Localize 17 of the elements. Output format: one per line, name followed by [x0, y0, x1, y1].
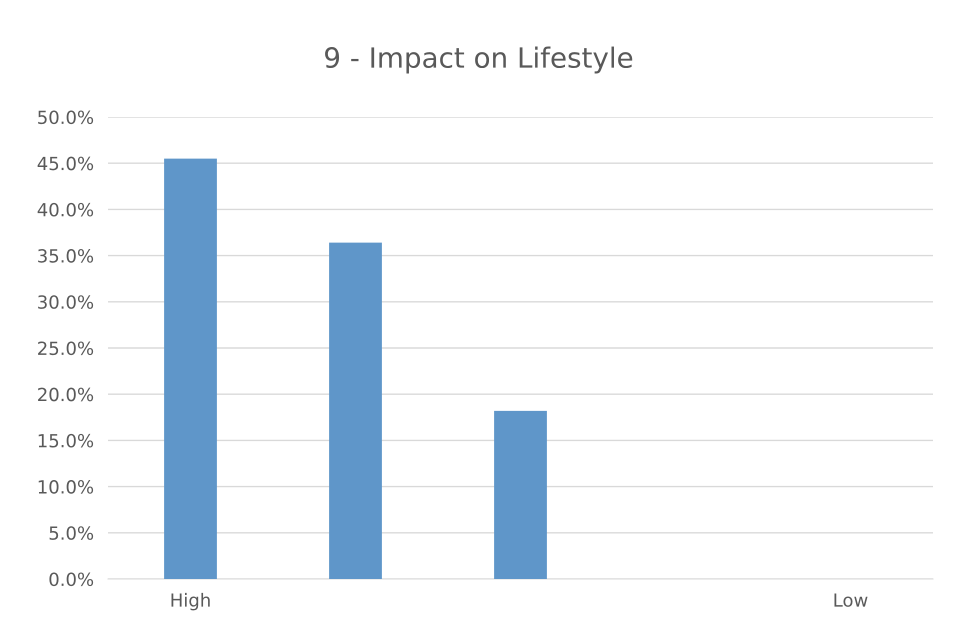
y-tick-label: 40.0% — [38, 202, 94, 217]
y-tick-label: 45.0% — [38, 156, 94, 170]
y-tick-label: 15.0% — [38, 434, 94, 448]
y-tick-label: 35.0% — [38, 249, 94, 263]
bar — [329, 242, 382, 579]
chart-title: 9 - Impact on Lifestyle — [325, 46, 632, 74]
bar — [494, 410, 547, 579]
y-tick-label: 5.0% — [50, 526, 94, 540]
bar — [164, 158, 217, 579]
y-tick-label: 10.0% — [38, 480, 94, 494]
x-tick-label: Low — [834, 593, 868, 607]
y-tick-label: 30.0% — [38, 295, 94, 309]
y-tick-label: 0.0% — [49, 572, 94, 586]
y-tick-label: 20.0% — [38, 388, 94, 402]
y-tick-label: 50.0% — [38, 110, 94, 124]
x-tick-label: High — [172, 592, 210, 610]
y-tick-label: 25.0% — [38, 341, 94, 356]
